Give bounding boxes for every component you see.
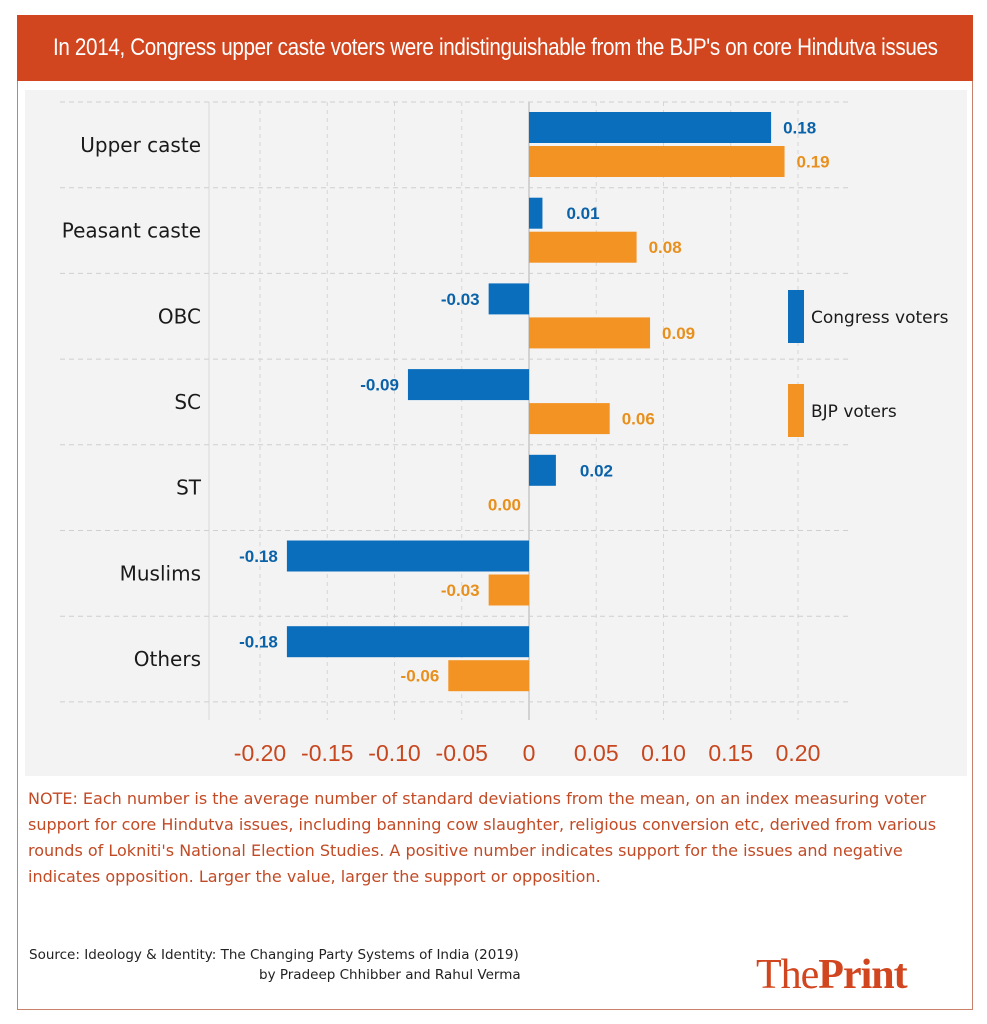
legend-label-congress: Congress voters [811,308,949,328]
x-tick-label: 0.05 [574,740,619,766]
x-tick-labels: -0.20 -0.15 -0.10 -0.05 0 0.05 0.10 0.15 0.20 [234,740,821,766]
title-bar: In 2014, Congress upper caste voters wer… [17,15,973,81]
value-labels: 0.18 0.19 0.01 0.08 -0.03 0.09 -0.09 0.06 0.02 0.… [239,119,829,686]
category-label: Peasant caste [62,219,201,243]
x-tick-label: 0.10 [641,740,686,766]
legend-swatch-congress [788,290,804,343]
value-label: 0.01 [566,204,599,223]
value-label: -0.09 [360,376,399,395]
value-label: -0.03 [441,581,480,600]
category-label: Muslims [120,561,201,585]
category-label: OBC [158,304,201,328]
category-label: ST [176,476,202,500]
category-labels: Upper caste Peasant caste OBC SC ST Muslims Ot… [62,133,202,671]
source-text: Source: Ideology & Identity: The Changin… [29,945,629,985]
legend-swatch-bjp [788,384,804,437]
theprint-logo: ThePrint [756,951,908,999]
value-label: 0.00 [488,495,521,514]
value-label: 0.06 [622,410,655,429]
bar-bjp [529,146,785,177]
bar-congress [286,540,529,572]
bar-bjp [488,574,529,606]
bar-bjp [529,317,651,349]
x-tick-label: -0.15 [301,740,353,766]
bar-congress [529,197,543,229]
bar-bjp [529,403,610,435]
source-line-2: by Pradeep Chhibber and Rahul Verma [259,967,521,983]
legend: Congress voters BJP voters [788,290,949,437]
x-tick-label: 0 [523,740,536,766]
x-tick-label: 0.20 [776,740,821,766]
bar-bjp [448,660,529,692]
value-label: -0.18 [239,633,278,652]
category-label: SC [174,390,201,414]
note-text: NOTE: Each number is the average number … [28,789,937,886]
x-tick-label: -0.05 [436,740,488,766]
value-label: 0.18 [783,119,816,138]
chart-title: In 2014, Congress upper caste voters wer… [52,34,938,61]
bar-congress [286,626,529,658]
x-tick-label: 0.15 [708,740,753,766]
value-label: 0.19 [797,153,830,172]
bar-bjp [529,231,637,263]
value-label: 0.02 [580,461,613,480]
value-label: -0.18 [239,547,278,566]
value-label: 0.08 [649,238,682,257]
source-line-1: Source: Ideology & Identity: The Changin… [29,947,519,963]
bar-congress [488,283,529,315]
bar-congress [529,454,556,486]
value-label: 0.09 [662,324,695,343]
value-label: -0.06 [401,667,440,686]
bars [286,112,785,692]
bar-congress [407,369,529,401]
legend-label-bjp: BJP voters [811,402,897,422]
logo-the: The [756,952,819,998]
x-tick-label: -0.10 [368,740,420,766]
x-tick-label: -0.20 [234,740,286,766]
bar-congress [529,112,772,143]
value-label: -0.03 [441,290,480,309]
category-label: Upper caste [80,133,201,157]
category-label: Others [134,647,201,671]
logo-print: Print [818,952,907,998]
